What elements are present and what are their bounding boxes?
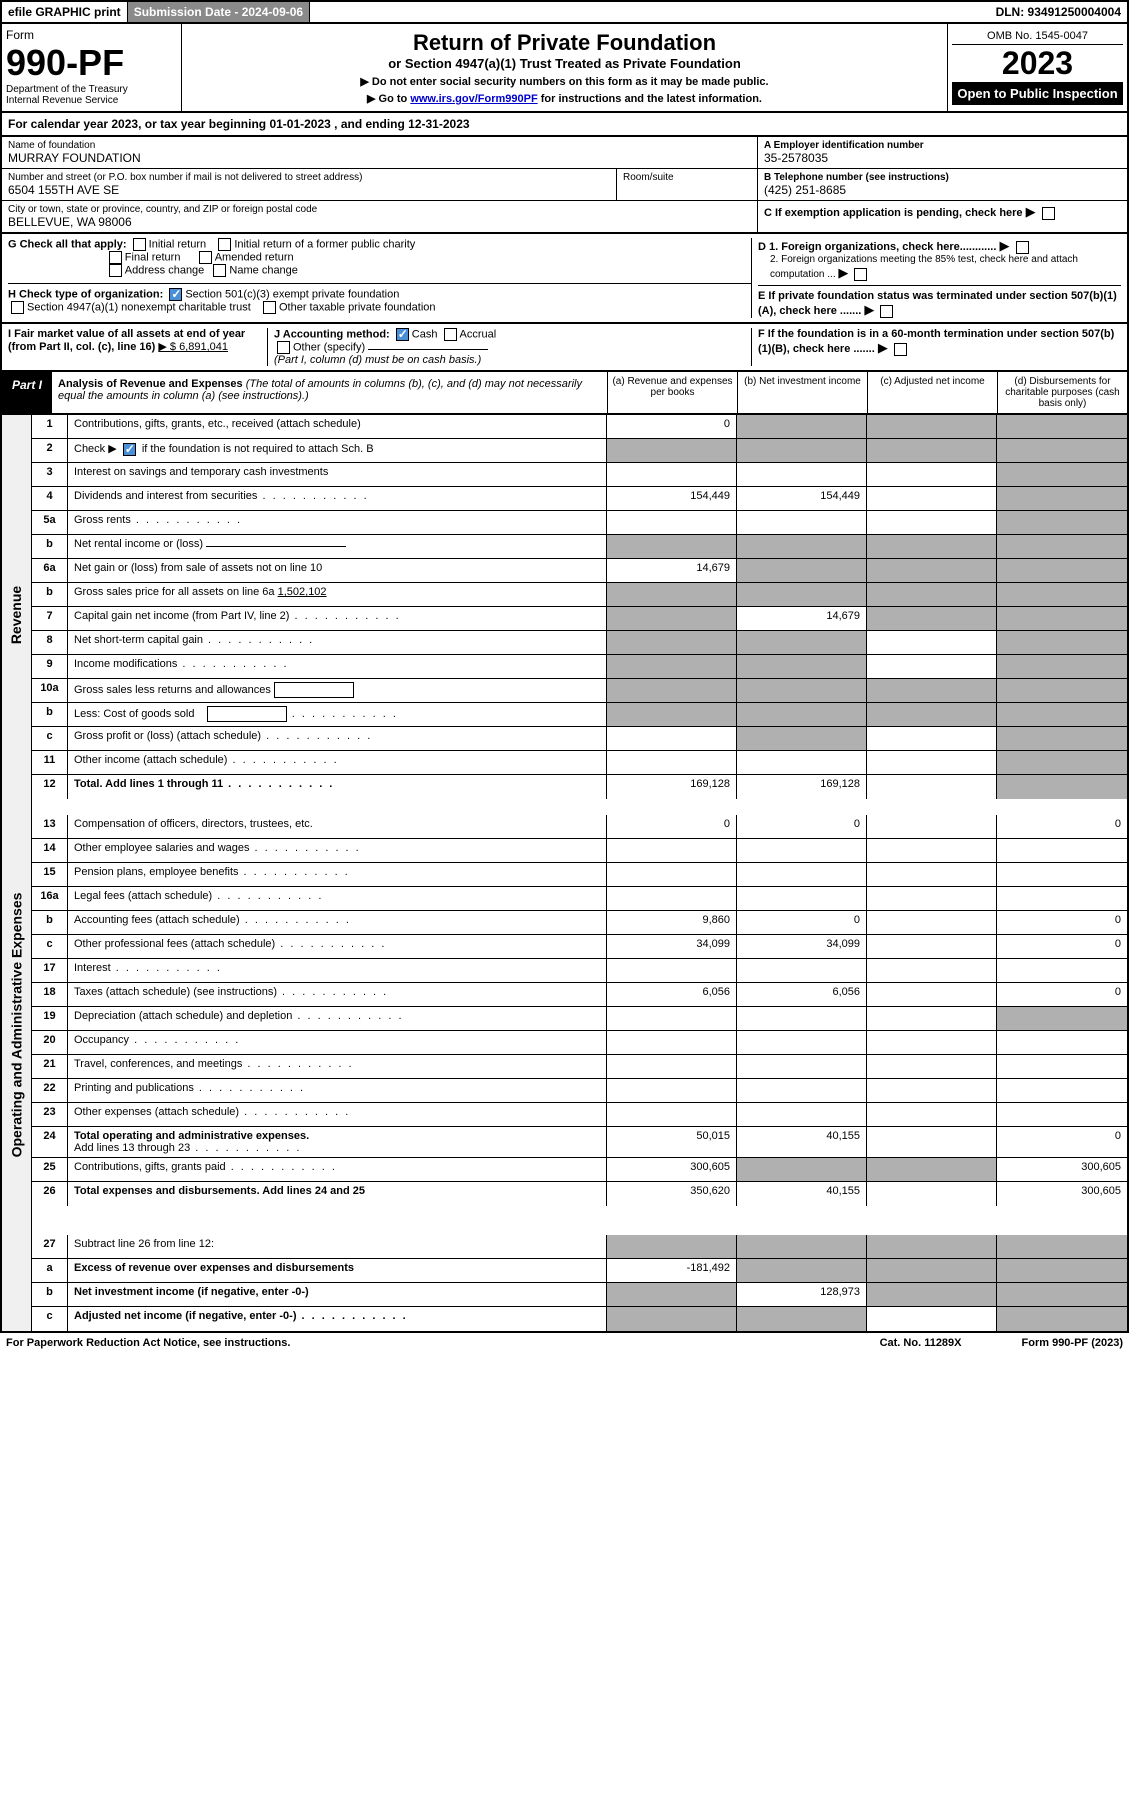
j-accrual-cb[interactable] — [444, 328, 457, 341]
c-label: C If exemption application is pending, c… — [764, 207, 1023, 219]
footer: For Paperwork Reduction Act Notice, see … — [0, 1333, 1129, 1353]
e-cb[interactable] — [880, 305, 893, 318]
top-bar: efile GRAPHIC print Submission Date - 20… — [0, 0, 1129, 24]
address: 6504 155TH AVE SE — [8, 183, 610, 197]
inspection-badge: Open to Public Inspection — [952, 82, 1123, 105]
col-d: (d) Disbursements for charitable purpose… — [997, 372, 1127, 413]
cat-no: Cat. No. 11289X — [880, 1337, 962, 1349]
ein-label: A Employer identification number — [764, 140, 1121, 151]
d2-cb[interactable] — [854, 268, 867, 281]
note-link: ▶ Go to www.irs.gov/Form990PF for instru… — [188, 92, 941, 105]
r2-cb[interactable] — [123, 443, 136, 456]
main-table: Revenue 1Contributions, gifts, grants, e… — [0, 415, 1129, 1333]
e-label: E If private foundation status was termi… — [758, 285, 1121, 318]
part1-header: Part I Analysis of Revenue and Expenses … — [0, 372, 1129, 415]
note-ssn: ▶ Do not enter social security numbers o… — [188, 75, 941, 88]
g-final-cb[interactable] — [109, 251, 122, 264]
j-label: J Accounting method: — [274, 328, 390, 340]
form-word: Form — [6, 28, 177, 42]
j-cash-cb[interactable] — [396, 328, 409, 341]
g-label: G Check all that apply: — [8, 238, 127, 250]
h-4947-cb[interactable] — [11, 301, 24, 314]
tax-year: 2023 — [952, 45, 1123, 82]
g-amended-cb[interactable] — [199, 251, 212, 264]
d2-label: 2. Foreign organizations meeting the 85%… — [758, 254, 1121, 281]
c-checkbox[interactable] — [1042, 207, 1055, 220]
submission-date: Submission Date - 2024-09-06 — [128, 2, 310, 22]
part1-title: Analysis of Revenue and Expenses — [58, 378, 243, 390]
g-addr-cb[interactable] — [109, 264, 122, 277]
j-note: (Part I, column (d) must be on cash basi… — [274, 354, 481, 366]
f-label: F If the foundation is in a 60-month ter… — [758, 328, 1114, 355]
section-i-j-f: I Fair market value of all assets at end… — [0, 324, 1129, 372]
city-label: City or town, state or province, country… — [8, 204, 751, 215]
irs: Internal Revenue Service — [6, 95, 177, 106]
col-a: (a) Revenue and expenses per books — [607, 372, 737, 413]
col-b: (b) Net investment income — [737, 372, 867, 413]
g-initial-cb[interactable] — [133, 238, 146, 251]
g-name-cb[interactable] — [213, 264, 226, 277]
h-label: H Check type of organization: — [8, 288, 163, 300]
expenses-side: Operating and Administrative Expenses — [9, 893, 25, 1158]
addr-label: Number and street (or P.O. box number if… — [8, 172, 610, 183]
dln: DLN: 93491250004004 — [990, 2, 1127, 22]
form-header: Form 990-PF Department of the Treasury I… — [0, 24, 1129, 113]
foundation-name: MURRAY FOUNDATION — [8, 151, 751, 165]
form-subtitle: or Section 4947(a)(1) Trust Treated as P… — [188, 56, 941, 71]
section-g-h: G Check all that apply: Initial return I… — [0, 234, 1129, 324]
city: BELLEVUE, WA 98006 — [8, 215, 751, 229]
ein: 35-2578035 — [764, 151, 1121, 165]
i-value: ▶ $ 6,891,041 — [158, 341, 228, 353]
j-other-cb[interactable] — [277, 341, 290, 354]
room-label: Room/suite — [623, 172, 751, 183]
form990pf-link[interactable]: www.irs.gov/Form990PF — [410, 93, 537, 105]
phone: (425) 251-8685 — [764, 183, 1121, 197]
part1-label: Part I — [2, 372, 52, 413]
calendar-year: For calendar year 2023, or tax year begi… — [0, 113, 1129, 137]
d1-cb[interactable] — [1016, 241, 1029, 254]
d1-label: D 1. Foreign organizations, check here..… — [758, 238, 1121, 254]
pra-notice: For Paperwork Reduction Act Notice, see … — [6, 1337, 290, 1349]
dept: Department of the Treasury — [6, 84, 177, 95]
name-label: Name of foundation — [8, 140, 751, 151]
h-501c3-cb[interactable] — [169, 288, 182, 301]
omb: OMB No. 1545-0047 — [952, 28, 1123, 45]
form-ref: Form 990-PF (2023) — [1022, 1337, 1123, 1349]
revenue-side: Revenue — [9, 586, 25, 644]
h-other-cb[interactable] — [263, 301, 276, 314]
form-number: 990-PF — [6, 42, 177, 84]
info-section: Name of foundation MURRAY FOUNDATION Num… — [0, 137, 1129, 234]
form-title: Return of Private Foundation — [188, 30, 941, 56]
f-cb[interactable] — [894, 343, 907, 356]
efile-label: efile GRAPHIC print — [2, 2, 128, 22]
phone-label: B Telephone number (see instructions) — [764, 172, 1121, 183]
g-former-cb[interactable] — [218, 238, 231, 251]
col-c: (c) Adjusted net income — [867, 372, 997, 413]
